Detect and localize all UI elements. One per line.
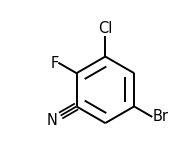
Text: N: N xyxy=(47,113,57,128)
Text: Cl: Cl xyxy=(98,21,113,36)
Text: F: F xyxy=(50,56,58,71)
Text: Br: Br xyxy=(152,109,168,124)
